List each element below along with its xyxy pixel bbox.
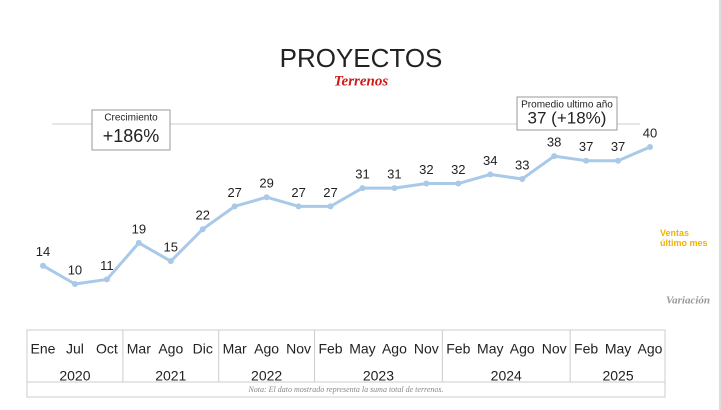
point	[167, 258, 174, 265]
annotation-label: Crecimiento	[104, 113, 158, 124]
point	[103, 276, 110, 283]
x-tick-label: Ene	[31, 341, 56, 357]
point	[647, 144, 653, 150]
x-tick-label: Nov	[542, 341, 567, 357]
x-tick-label: Mar	[223, 341, 247, 357]
footer-label: Variación	[666, 295, 710, 307]
point	[455, 180, 462, 187]
year-label: 2023	[363, 368, 394, 384]
x-tick-label: Ago	[382, 341, 407, 357]
data-label: 32	[419, 162, 433, 177]
point	[40, 262, 46, 269]
annotation-label: Promedio ultimo año	[521, 100, 613, 111]
point	[295, 203, 302, 210]
data-label: 31	[355, 167, 369, 182]
x-tick-label: Ago	[254, 341, 279, 357]
data-label: 27	[227, 185, 241, 200]
data-label: 31	[387, 167, 401, 182]
data-label: 40	[643, 125, 657, 140]
data-label: 22	[196, 208, 210, 223]
point	[231, 203, 238, 210]
data-label: 10	[68, 262, 82, 277]
year-label: 2025	[602, 368, 633, 384]
point	[327, 203, 334, 210]
point	[199, 226, 206, 233]
x-tick-label: May	[349, 341, 375, 357]
point	[263, 194, 270, 201]
data-label: 19	[132, 221, 146, 236]
chart-title: PROYECTOS	[280, 43, 443, 73]
x-tick-label: Jul	[66, 341, 84, 357]
point	[135, 239, 142, 246]
x-tick-label: Oct	[96, 341, 118, 357]
annotation-box	[516, 96, 618, 131]
point	[71, 281, 78, 287]
point	[391, 185, 398, 192]
point	[359, 185, 366, 192]
data-label: 33	[515, 157, 529, 172]
x-tick-label: Feb	[318, 341, 342, 357]
x-tick-label: May	[477, 341, 503, 357]
data-label: 15	[164, 240, 178, 255]
data-label: 14	[36, 244, 50, 259]
data-label: 29	[259, 176, 273, 191]
note-box	[26, 381, 666, 398]
side-label: Ventas último mes	[660, 228, 708, 248]
year-label: 2020	[59, 368, 90, 384]
x-tick-label: Ago	[158, 341, 183, 357]
point	[487, 171, 494, 178]
data-label: 38	[547, 135, 561, 150]
annotation-box	[91, 109, 171, 151]
point	[583, 157, 590, 164]
year-label: 2024	[491, 368, 522, 384]
data-label: 27	[291, 185, 305, 200]
point	[519, 175, 526, 182]
x-tick-label: Feb	[446, 341, 470, 357]
x-tick-label: Feb	[574, 341, 598, 357]
note: Nota: El dato mostrado representa la sum…	[247, 385, 443, 394]
x-tick-label: Dic	[193, 341, 213, 357]
x-tick-label: Mar	[127, 341, 151, 357]
data-label: 37	[611, 139, 625, 154]
x-tick-label: Ago	[638, 341, 663, 357]
point	[423, 180, 430, 187]
x-tick-label: May	[605, 341, 631, 357]
data-label: 34	[483, 153, 497, 168]
x-tick-label: Nov	[414, 341, 439, 357]
year-label: 2022	[251, 368, 282, 384]
point	[615, 157, 622, 164]
point	[551, 153, 558, 160]
data-label: 11	[100, 258, 114, 273]
data-label: 32	[451, 162, 465, 177]
annotation-text: +186%	[103, 126, 160, 146]
annotation-text: 37 (+18%)	[528, 108, 607, 127]
x-tick-label: Ago	[510, 341, 535, 357]
chart-subtitle: Terrenos	[334, 73, 389, 89]
data-label: 37	[579, 139, 593, 154]
data-label: 27	[323, 185, 337, 200]
year-label: 2021	[155, 368, 186, 384]
x-tick-label: Nov	[286, 341, 311, 357]
line	[42, 145, 651, 286]
